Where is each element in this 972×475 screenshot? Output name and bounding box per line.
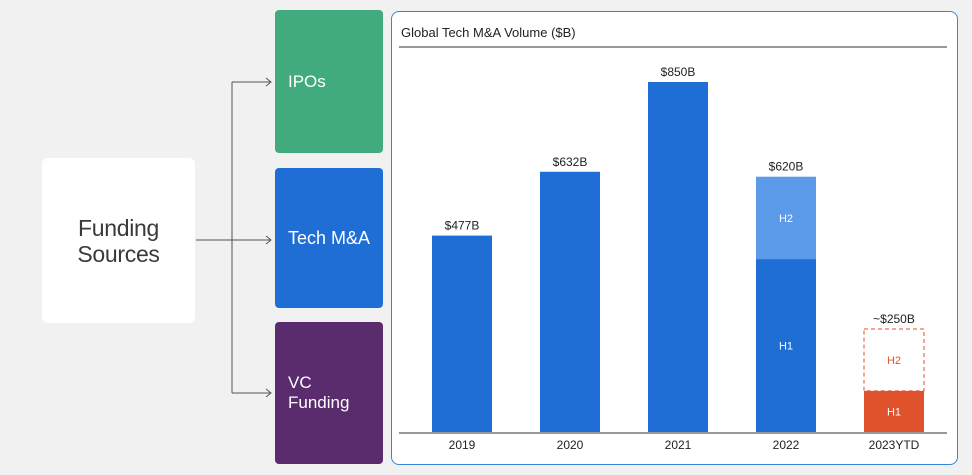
x-tick-2019: 2019 [449, 438, 476, 452]
arrow-ma-icon [265, 235, 272, 245]
category-tech-ma: Tech M&A [275, 168, 383, 308]
tech-ma-bar-chart: Global Tech M&A Volume ($B) $477B 2019 $63… [399, 25, 947, 452]
segment-label-2022-h1: H1 [779, 341, 793, 353]
data-label-2022: $620B [769, 160, 804, 174]
tech-ma-chart-panel: Global Tech M&A Volume ($B) $477B 2019 $63… [391, 11, 958, 465]
data-label-2019: $477B [445, 219, 480, 233]
bar-2020 [540, 171, 600, 432]
category-vc-funding: VC Funding [275, 322, 383, 464]
bar-2021 [648, 82, 708, 432]
category-ipos: IPOs [275, 10, 383, 153]
arrow-vc-icon [265, 388, 272, 398]
x-tick-2022: 2022 [773, 438, 800, 452]
bar-segment-2023ytd-h1 [864, 390, 924, 432]
segment-label-2023ytd-h1: H1 [887, 406, 901, 418]
bar-segment-2022-h1 [756, 259, 816, 432]
arrow-ipos-icon [265, 77, 272, 87]
data-label-2021: $850B [661, 65, 696, 79]
x-tick-2021: 2021 [665, 438, 692, 452]
chart-title: Global Tech M&A Volume ($B) [401, 25, 576, 40]
segment-label-2023ytd-h2: H2 [887, 355, 901, 367]
funding-sources-label: Funding Sources [77, 214, 160, 267]
category-ipos-label: IPOs [288, 71, 326, 91]
category-vc-label: VC Funding [288, 373, 350, 412]
segment-label-2022-h2: H2 [779, 213, 793, 225]
x-tick-2023ytd: 2023YTD [869, 438, 920, 452]
x-tick-2020: 2020 [557, 438, 584, 452]
funding-sources-box: Funding Sources [42, 158, 195, 323]
category-tech-ma-label: Tech M&A [288, 227, 371, 248]
bar-segment-2022-h2 [756, 176, 816, 260]
data-label-2023ytd: ~$250B [873, 312, 915, 326]
bar-2019 [432, 235, 492, 432]
bar-segment-2023ytd-h2 [863, 328, 925, 392]
data-label-2020: $632B [553, 155, 588, 169]
